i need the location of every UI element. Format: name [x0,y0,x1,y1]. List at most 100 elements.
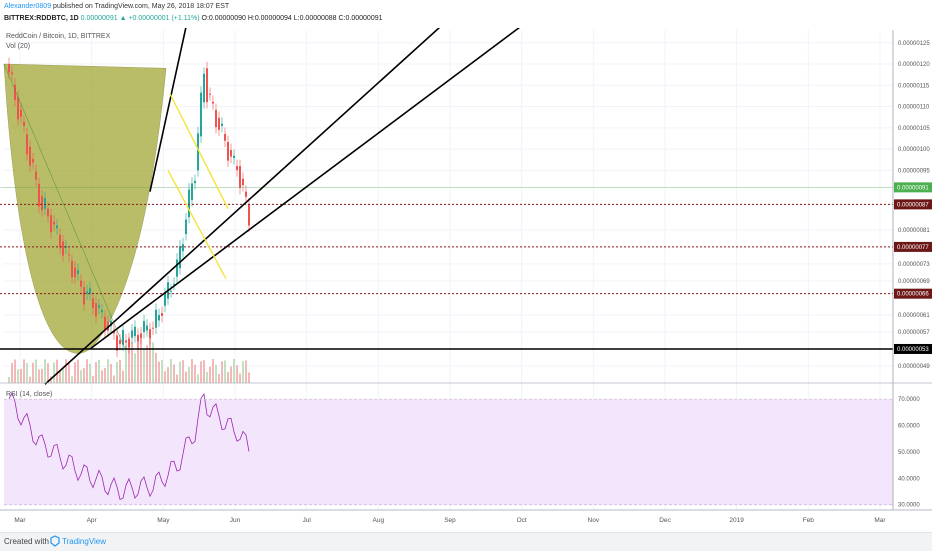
price-tick: 0.00000125 [898,41,930,47]
volume-bar [77,359,79,383]
volume-bar [128,337,130,383]
volume-bar [149,337,151,383]
volume-bar [101,370,103,383]
candle [122,330,124,345]
rsi-tick: 50.0000 [898,450,920,456]
time-tick: Feb [803,517,815,524]
volume-bar [44,359,46,383]
volume-bar [92,375,94,383]
volume-bar [98,359,100,383]
volume-bar [125,345,127,383]
volume-bar [95,362,97,383]
volume-bar [53,362,55,383]
author-link[interactable]: Alexander0809 [4,3,52,10]
time-tick: Oct [517,517,527,524]
volume-bar [23,359,25,383]
wedge-line [169,93,229,209]
volume-bar [35,359,37,383]
volume-bar [8,377,10,383]
rsi-tick: 60.0000 [898,424,920,430]
time-tick: 2019 [729,517,744,524]
volume-bar [59,369,61,383]
candle [248,204,250,226]
candle [173,283,175,285]
candle [89,288,91,294]
price-label-box [894,241,932,252]
candle [131,330,133,338]
volume-bar [71,376,73,383]
time-tick: Mar [14,517,26,524]
candle [113,330,115,334]
candle [80,280,82,287]
diagonal-line [3,63,126,350]
volume-bar [11,362,13,383]
candle [77,270,79,275]
volume-bar [89,363,91,383]
candle [170,290,172,292]
price-tick: 0.00000069 [898,279,930,285]
candle [242,178,244,186]
volume-bar [146,345,148,383]
candle [8,64,10,73]
candle [137,334,139,342]
price-label-text: 0.00000066 [897,292,929,298]
rsi-line [8,391,250,500]
price-label-box [894,288,932,299]
candle [128,339,130,348]
time-axis: Mar Apr May Jun Jul Aug Sep Oct Nov Dec 2019 Feb Mar [14,517,886,524]
rsi-tick: 30.0000 [898,503,920,509]
price-tick: 0.00000095 [898,168,930,174]
candle [161,313,163,316]
candle [98,305,100,308]
candle [104,316,106,331]
volume-bar [137,339,139,383]
candle [110,320,112,327]
candle [134,326,136,337]
price-label-box [894,182,932,193]
symbol-line: BITTREX:RDDBTC, 1D 0.00000091 ▲ +0.00000… [4,15,383,22]
volume-bar [119,359,121,383]
candle [236,166,238,171]
candle [26,134,28,155]
rsi-axis: 70.0000 60.0000 50.0000 40.0000 30.0000 [4,397,920,509]
volume-bar [131,342,133,383]
candle [203,73,205,103]
candle [191,183,193,201]
candle [200,92,202,137]
volume-bar [233,359,235,383]
volume-bar [170,359,172,383]
volume-bar [74,362,76,383]
time-tick: Mar [874,517,886,524]
volume-bar [155,352,157,383]
publish-line: Alexander0809 published on TradingView.c… [4,3,229,10]
price-label-box [894,199,932,210]
volume-bar [86,359,88,383]
candle [47,208,49,217]
time-tick: Jul [303,517,312,524]
candle [56,225,58,229]
volume-bar [140,337,142,383]
volume-bar [248,372,250,383]
candle [11,72,13,75]
main-title: ReddCoin / Bitcoin, 1D, BITTREX [6,33,111,40]
volume-bar [242,361,244,383]
volume-bar [221,361,223,383]
candle [206,68,208,103]
volume-bar [173,364,175,383]
candle [224,133,226,141]
volume-bar [197,374,199,383]
candle [146,325,148,331]
candle [35,171,37,180]
trend-drawings [3,28,521,385]
price-tick: 0.00000057 [898,330,930,336]
volume-bar [224,360,226,383]
price-tick: 0.00000061 [898,313,930,319]
candle [149,329,151,339]
candle [59,234,61,248]
tradingview-brand[interactable]: TradingView [62,537,107,546]
volume-bar [14,359,16,383]
rsi-band [4,399,893,505]
chart-canvas[interactable]: 0.00000125 0.00000120 0.00000115 0.00000110… [0,28,932,532]
volume-bar [83,368,85,383]
axes [0,30,932,511]
